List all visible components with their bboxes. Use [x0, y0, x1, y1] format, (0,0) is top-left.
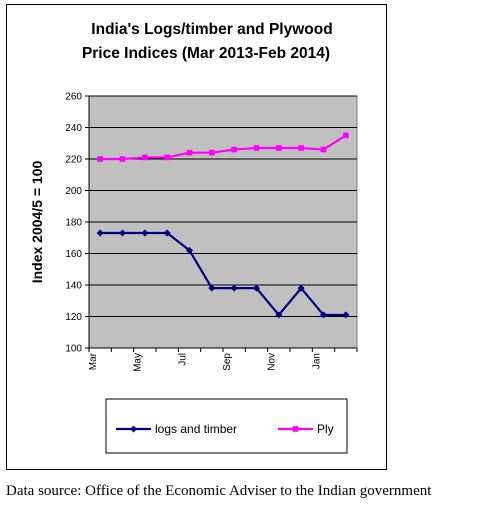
- data-point: [164, 154, 170, 161]
- x-tick-label: Nov: [267, 353, 278, 371]
- chart-title-line-1: India's Logs/timber and Plywood: [91, 21, 332, 38]
- x-tick-label: Jul: [177, 353, 188, 366]
- legend: logs and timber Ply: [116, 422, 334, 436]
- data-point: [163, 229, 171, 237]
- data-point: [96, 229, 104, 237]
- data-point: [209, 149, 215, 156]
- chart-frame: India's Logs/timber and Plywood Price In…: [6, 4, 387, 470]
- data-point: [298, 145, 304, 151]
- series-line-1: [100, 134, 347, 161]
- y-axis-label: Index 2004/5 = 100: [29, 160, 45, 283]
- y-tick-label: 140: [65, 281, 82, 292]
- data-point: [141, 229, 149, 237]
- x-axis-ticks: Mar May Jul Sep Nov Jan: [88, 347, 358, 372]
- y-tick-label: 180: [65, 218, 82, 229]
- y-tick-label: 100: [65, 344, 82, 355]
- chart-title-line-2: Price Indices (Mar 2013-Feb 2014): [82, 45, 330, 62]
- legend-marker: [292, 426, 299, 432]
- legend-box: [105, 398, 348, 454]
- data-point: [142, 154, 148, 161]
- data-point: [119, 229, 126, 237]
- data-point: [343, 132, 349, 139]
- data-point: [230, 284, 238, 292]
- source-note: Data source: Office of the Economic Advi…: [6, 483, 432, 499]
- x-tick-label: May: [133, 353, 144, 372]
- data-point: [253, 284, 260, 292]
- series-layer: [96, 132, 350, 319]
- data-point: [320, 146, 327, 153]
- y-tick-label: 120: [65, 312, 82, 323]
- data-point: [320, 311, 327, 319]
- data-point: [253, 145, 260, 151]
- x-tick-label: Sep: [222, 353, 233, 371]
- legend-marker: [130, 425, 137, 433]
- y-tick-label: 240: [65, 123, 82, 134]
- y-tick-label: 260: [65, 92, 82, 103]
- data-point: [342, 311, 350, 319]
- series-line-0: [100, 231, 346, 317]
- x-tick-label: Mar: [88, 352, 99, 370]
- legend-label-0: logs and timber: [155, 422, 237, 436]
- data-point: [208, 284, 216, 292]
- data-point: [186, 246, 193, 254]
- data-point: [276, 145, 282, 151]
- legend-label-1: Ply: [317, 422, 334, 436]
- data-point: [97, 156, 103, 162]
- data-point: [186, 149, 193, 156]
- y-tick-label: 160: [65, 249, 82, 260]
- data-point: [119, 156, 126, 162]
- x-tick-label: Jan: [311, 353, 322, 369]
- data-point: [231, 146, 237, 153]
- data-point: [297, 284, 305, 292]
- y-axis-ticks: 100 120 140 160 180 200 220 240 260: [65, 92, 90, 355]
- y-tick-label: 220: [65, 155, 82, 166]
- data-point: [275, 311, 283, 319]
- chart: India's Logs/timber and Plywood Price In…: [29, 21, 358, 454]
- y-tick-label: 200: [65, 186, 82, 197]
